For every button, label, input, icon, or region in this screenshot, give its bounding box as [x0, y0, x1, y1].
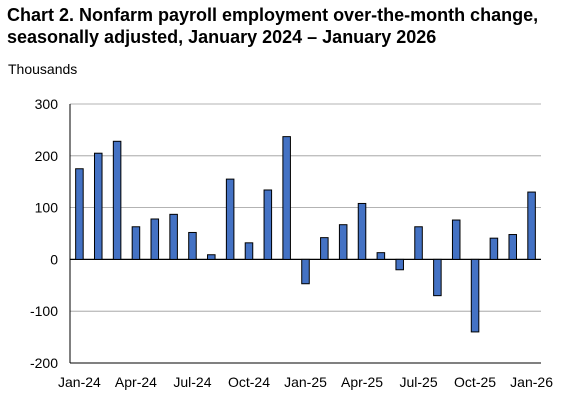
x-tick-label: Apr-25 — [341, 374, 383, 390]
x-tick-label: Jan-24 — [58, 374, 101, 390]
y-tick-label: 300 — [35, 96, 59, 112]
bars — [75, 136, 536, 333]
y-tick-label: 0 — [50, 251, 58, 267]
bar-may-24 — [150, 218, 160, 260]
chart-title: Chart 2. Nonfarm payroll employment over… — [7, 4, 563, 48]
bar-sep-24 — [225, 178, 235, 260]
y-axis-unit-label: Thousands — [8, 61, 78, 77]
bar-sep-25 — [451, 219, 461, 260]
bar-oct-24 — [244, 242, 254, 260]
gridlines — [70, 103, 541, 364]
bar-oct-25 — [470, 258, 480, 333]
bar-jan-24 — [75, 168, 84, 260]
bar-jan-26 — [527, 191, 536, 260]
bar-feb-24 — [93, 152, 103, 260]
bar-dec-25 — [508, 234, 518, 260]
bar-apr-24 — [131, 226, 141, 260]
x-tick-label: Oct-25 — [454, 374, 496, 390]
x-tick-label: Jul-25 — [399, 374, 437, 390]
bar-feb-25 — [320, 237, 329, 260]
x-tick-label: Jan-25 — [284, 374, 327, 390]
x-tick-label: Jan-26 — [510, 374, 553, 390]
bar-nov-25 — [489, 237, 499, 260]
x-tick-label: Oct-24 — [228, 374, 270, 390]
chart-title-line-2: seasonally adjusted, January 2024 – Janu… — [7, 27, 437, 47]
bar-jul-25 — [414, 226, 423, 260]
y-tick-label: 200 — [35, 148, 59, 164]
bar-may-25 — [376, 252, 386, 260]
bar-jun-25 — [395, 258, 404, 271]
bar-aug-25 — [433, 258, 442, 297]
bar-jul-24 — [188, 231, 197, 260]
y-tick-label: -100 — [30, 303, 58, 319]
y-tick-labels: -200 -100 0 100 200 300 — [30, 96, 58, 371]
x-tick-label: Jul-24 — [173, 374, 211, 390]
x-tick-labels: Jan-24 Apr-24 Jul-24 Oct-24 Jan-25 Apr-25 Jul-… — [58, 374, 553, 390]
chart-title-line-1: Chart 2. Nonfarm payroll employment over… — [7, 5, 539, 25]
bar-dec-24 — [282, 136, 291, 260]
y-tick-label: -200 — [30, 355, 58, 371]
bar-apr-25 — [357, 202, 367, 260]
bar-jan-25 — [301, 258, 310, 285]
bar-mar-24 — [112, 140, 122, 260]
bar-aug-24 — [207, 254, 216, 260]
bar-nov-24 — [263, 189, 273, 260]
x-tick-label: Apr-24 — [115, 374, 157, 390]
bar-mar-25 — [338, 224, 348, 260]
y-tick-label: 100 — [35, 200, 59, 216]
axes — [69, 104, 541, 364]
bar-jun-24 — [169, 213, 178, 260]
